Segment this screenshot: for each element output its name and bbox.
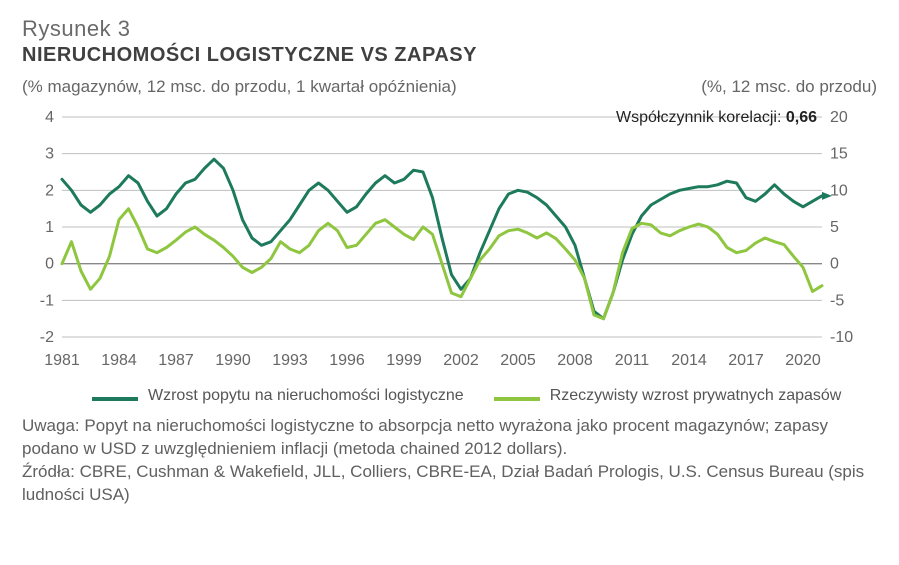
svg-text:15: 15 (830, 146, 848, 163)
svg-text:10: 10 (830, 182, 848, 199)
legend-swatch-demand (92, 397, 138, 401)
svg-text:2008: 2008 (557, 352, 593, 369)
svg-text:1981: 1981 (44, 352, 80, 369)
svg-text:2: 2 (45, 182, 54, 199)
chart-area: Współczynnik korelacji: 0,66 -2-101234-1… (22, 101, 877, 381)
correlation-text: Współczynnik korelacji: (616, 109, 781, 126)
footnote-line-1: Uwaga: Popyt na nieruchomości logistyczn… (22, 416, 828, 458)
svg-text:-2: -2 (40, 329, 54, 346)
svg-text:1: 1 (45, 219, 54, 236)
legend-item-inventories: Rzeczywisty wzrost prywatnych zapasów (494, 387, 842, 405)
svg-text:4: 4 (45, 109, 54, 126)
svg-text:3: 3 (45, 146, 54, 163)
legend-label: Wzrost popytu na nieruchomości logistycz… (148, 387, 464, 405)
legend-item-demand: Wzrost popytu na nieruchomości logistycz… (92, 387, 464, 405)
svg-text:-10: -10 (830, 329, 853, 346)
svg-text:2017: 2017 (728, 352, 764, 369)
chart-svg: -2-101234-10-505101520198119841987199019… (22, 101, 877, 381)
svg-text:-1: -1 (40, 292, 54, 309)
figure-container: Rysunek 3 NIERUCHOMOŚCI LOGISTYCZNE VS Z… (0, 0, 899, 565)
svg-text:0: 0 (45, 256, 54, 273)
footnote-line-2: Źródła: CBRE, Cushman & Wakefield, JLL, … (22, 462, 864, 504)
correlation-label: Współczynnik korelacji: 0,66 (616, 109, 817, 127)
svg-text:2014: 2014 (671, 352, 707, 369)
svg-text:-5: -5 (830, 292, 844, 309)
svg-text:1999: 1999 (386, 352, 422, 369)
legend-swatch-inventories (494, 397, 540, 401)
svg-text:0: 0 (830, 256, 839, 273)
svg-text:2011: 2011 (615, 352, 650, 369)
svg-text:1987: 1987 (158, 352, 194, 369)
legend: Wzrost popytu na nieruchomości logistycz… (22, 387, 877, 405)
svg-text:1996: 1996 (329, 352, 365, 369)
footnote: Uwaga: Popyt na nieruchomości logistyczn… (22, 415, 877, 507)
figure-title: NIERUCHOMOŚCI LOGISTYCZNE VS ZAPASY (22, 44, 877, 67)
legend-label: Rzeczywisty wzrost prywatnych zapasów (550, 387, 842, 405)
svg-text:20: 20 (830, 109, 848, 126)
correlation-value: 0,66 (786, 109, 817, 126)
svg-text:1990: 1990 (215, 352, 251, 369)
svg-text:1984: 1984 (101, 352, 137, 369)
svg-text:2020: 2020 (785, 352, 821, 369)
svg-text:2005: 2005 (500, 352, 536, 369)
figure-number: Rysunek 3 (22, 16, 877, 42)
svg-text:2002: 2002 (443, 352, 479, 369)
left-axis-caption: (% magazynów, 12 msc. do przodu, 1 kwart… (22, 77, 457, 97)
right-axis-caption: (%, 12 msc. do przodu) (701, 77, 877, 97)
axis-caption-row: (% magazynów, 12 msc. do przodu, 1 kwart… (22, 77, 877, 97)
svg-text:5: 5 (830, 219, 839, 236)
svg-text:1993: 1993 (272, 352, 308, 369)
